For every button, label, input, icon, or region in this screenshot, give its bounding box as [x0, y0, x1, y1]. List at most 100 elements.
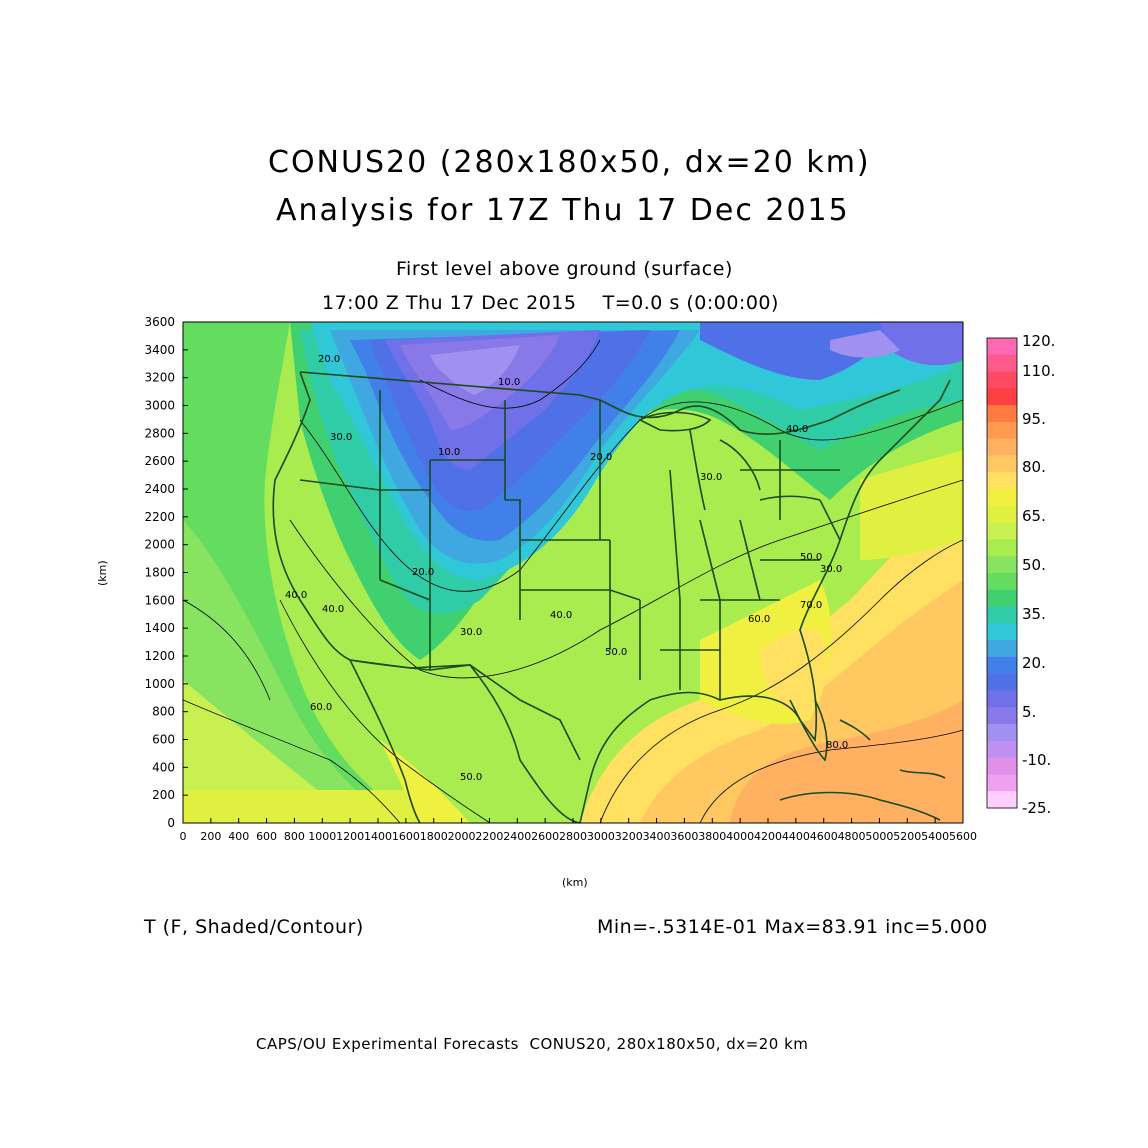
colorbar-swatch	[987, 791, 1017, 809]
contour-label: 40.0	[322, 604, 344, 615]
colorbar-label: 65.	[1022, 507, 1046, 525]
contour-label: 50.0	[800, 552, 822, 563]
y-axis-title: (km)	[96, 560, 109, 586]
x-tick-label: 800	[284, 830, 305, 843]
colorbar-swatch	[987, 589, 1017, 608]
x-tick-label: 1000	[308, 830, 336, 843]
colorbar-label: 95.	[1022, 410, 1046, 428]
colorbar-swatch	[987, 371, 1017, 389]
colorbar-swatch	[987, 522, 1017, 540]
y-axis: 0 200 400 600 800 1000 1200 1400 1600 1800 2000 220…	[144, 315, 188, 830]
x-tick-label: 400	[228, 830, 249, 843]
x-tick-label: 0	[180, 830, 187, 843]
x-tick-label: 5200	[893, 830, 921, 843]
colorbar-swatch	[987, 472, 1017, 490]
contour-label: 60.0	[748, 614, 770, 625]
colorbar-frame	[986, 337, 1018, 809]
colorbar-swatch	[987, 707, 1017, 725]
y-tick-label: 200	[152, 788, 175, 802]
contour-label: 60.0	[310, 702, 332, 713]
y-tick-label: 600	[152, 733, 175, 747]
x-tick-label: 5400	[921, 830, 949, 843]
y-tick-label: 3000	[144, 399, 175, 413]
y-tick-label: 1400	[144, 621, 175, 635]
contour-label: 30.0	[700, 472, 722, 483]
map-title-line1: CONUS20 (280x180x50, dx=20 km)	[268, 145, 871, 180]
x-tick-label: 3400	[643, 830, 671, 843]
colorbar-label: -25.	[1022, 799, 1051, 817]
y-tick-label: 0	[167, 816, 175, 830]
y-tick-label: 2200	[144, 510, 175, 524]
contour-label: 40.0	[285, 590, 307, 601]
colorbar	[986, 337, 1018, 809]
colorbar-swatch	[987, 455, 1017, 473]
x-tick-label: 200	[200, 830, 221, 843]
colorbar-label: 20.	[1022, 654, 1046, 672]
x-tick-label: 2600	[531, 830, 559, 843]
x-axis-title: (km)	[562, 876, 588, 889]
x-tick-label: 3000	[587, 830, 615, 843]
x-tick-label: 2800	[559, 830, 587, 843]
colorbar-swatch	[987, 623, 1017, 641]
temperature-contours	[183, 339, 963, 823]
colorbar-label: 5.	[1022, 703, 1036, 721]
colorbar-swatch	[987, 573, 1017, 591]
contour-label: 70.0	[800, 600, 822, 611]
contour-label: 20.0	[590, 452, 612, 463]
temperature-shading	[183, 322, 963, 823]
contour-label: 80.0	[826, 740, 848, 751]
colorbar-swatch	[987, 757, 1017, 775]
y-tick-label: 1800	[144, 566, 175, 580]
y-tick-label: 2800	[144, 426, 175, 440]
colorbar-swatch	[987, 338, 1017, 356]
y-tick-label: 2600	[144, 454, 175, 468]
colorbar-labels: 120. 110. 95. 80. 65. 50. 35. 20. 5. -10. -25.	[1022, 332, 1055, 817]
colorbar-swatch	[987, 421, 1017, 440]
y-tick-label: 1000	[144, 677, 175, 691]
colorbar-swatch	[987, 539, 1017, 557]
colorbar-swatch	[987, 405, 1017, 423]
x-tick-label: 2400	[503, 830, 531, 843]
y-tick-label: 800	[152, 705, 175, 719]
contour-label: 30.0	[460, 627, 482, 638]
y-tick-label: 2400	[144, 482, 175, 496]
x-tick-label: 3600	[670, 830, 698, 843]
colorbar-swatch	[987, 724, 1017, 742]
coastline-borders	[272, 371, 951, 823]
x-tick-label: 4800	[838, 830, 866, 843]
colorbar-label: 110.	[1022, 362, 1055, 380]
colorbar-swatch	[987, 505, 1017, 524]
x-tick-label: 1200	[336, 830, 364, 843]
x-tick-label: 5000	[865, 830, 893, 843]
contour-label-group: 10.0 10.0 20.0 20.0 20.0 30.0 30.0 30.0 …	[285, 354, 848, 783]
contour-label: 50.0	[605, 647, 627, 658]
x-tick-label: 1600	[392, 830, 420, 843]
y-tick-label: 1600	[144, 593, 175, 607]
x-tick-label: 3200	[615, 830, 643, 843]
colorbar-swatch	[987, 774, 1017, 792]
colorbar-swatch	[987, 640, 1017, 658]
x-tick-label: 4400	[782, 830, 810, 843]
credit-line: CAPS/OU Experimental Forecasts CONUS20, …	[256, 1035, 809, 1053]
y-tick-label: 3400	[144, 343, 175, 357]
colorbar-label: 120.	[1022, 332, 1055, 350]
contour-label: 40.0	[786, 424, 808, 435]
colorbar-label: 50.	[1022, 556, 1046, 574]
contour-label: 10.0	[498, 377, 520, 388]
level-label: First level above ground (surface)	[396, 258, 733, 280]
x-tick-label: 5600	[949, 830, 977, 843]
colorbar-swatch	[987, 690, 1017, 708]
colorbar-swatch	[987, 354, 1017, 373]
colorbar-swatch	[987, 489, 1017, 507]
colorbar-swatch	[987, 606, 1017, 624]
colorbar-label: 80.	[1022, 458, 1046, 476]
contour-label: 20.0	[318, 354, 340, 365]
contour-label: 10.0	[438, 447, 460, 458]
time-label: 17:00 Z Thu 17 Dec 2015 T=0.0 s (0:00:00…	[322, 292, 779, 314]
x-tick-label: 1800	[420, 830, 448, 843]
x-tick-label: 2200	[475, 830, 503, 843]
colorbar-swatch	[987, 740, 1017, 759]
contour-label: 40.0	[550, 610, 572, 621]
y-tick-label: 2000	[144, 538, 175, 552]
